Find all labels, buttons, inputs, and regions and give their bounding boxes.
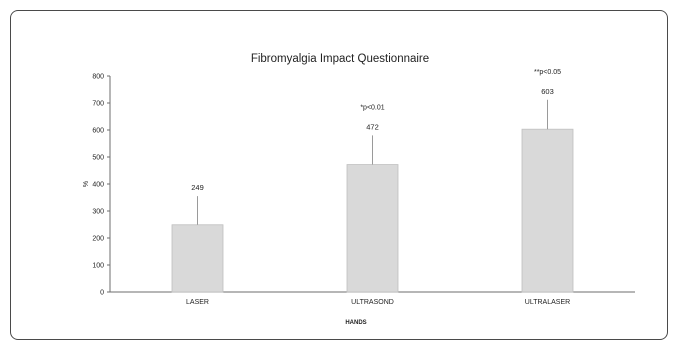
- chart-title: Fibromyalgia Impact Questionnaire: [251, 53, 429, 65]
- bars: 249 472 *p<0.01 603 **p<0.05: [171, 69, 574, 293]
- y-tick-label: 400: [92, 182, 104, 189]
- x-tick-label: ULTRASOND: [351, 299, 394, 306]
- y-tick-label: 600: [92, 128, 104, 135]
- data-label: 472: [366, 122, 379, 131]
- bar: [346, 164, 399, 293]
- y-tick-label: 100: [92, 263, 104, 270]
- bar-chart: Fibromyalgia Impact Questionnaire 0 100 20…: [83, 53, 635, 326]
- data-label: 603: [541, 87, 554, 96]
- y-tick-label: 700: [92, 101, 104, 108]
- y-tick-label: 800: [92, 74, 104, 81]
- y-tick-label: 0: [100, 290, 104, 297]
- y-axis: 0 100 200 300 400 500 600 700 800: [92, 74, 111, 297]
- bar: [171, 224, 224, 293]
- x-axis: LASER ULTRASOND ULTRALASER: [110, 291, 635, 306]
- bar: [521, 128, 574, 293]
- data-label: 249: [191, 183, 204, 192]
- significance-annotation: *p<0.01: [360, 104, 384, 111]
- x-tick-label: LASER: [186, 299, 209, 306]
- x-tick-label: ULTRALASER: [525, 299, 570, 306]
- y-tick-label: 300: [92, 209, 104, 216]
- y-axis-label: %: [83, 181, 90, 187]
- significance-annotation: **p<0.05: [534, 69, 561, 76]
- y-tick-label: 500: [92, 155, 104, 162]
- x-axis-label: HANDS: [345, 320, 366, 326]
- y-tick-label: 200: [92, 236, 104, 243]
